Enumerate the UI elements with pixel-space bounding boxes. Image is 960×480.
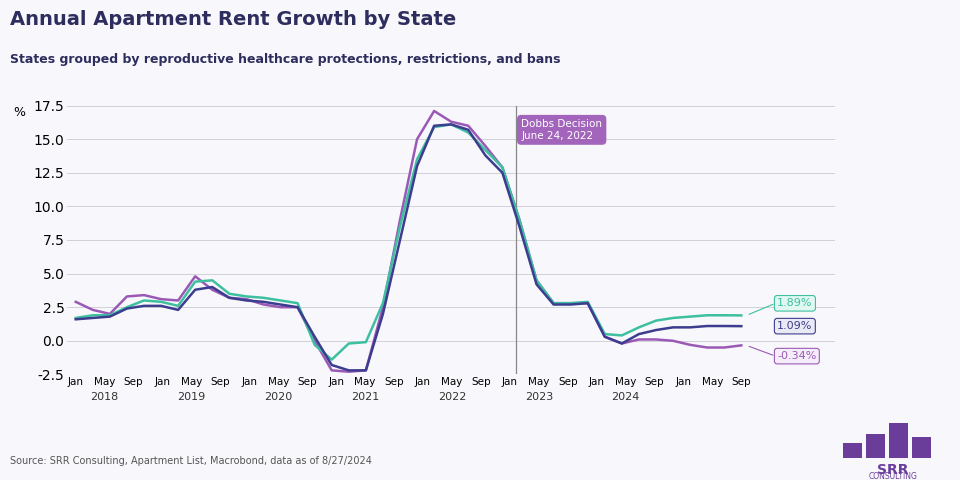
Text: 2018: 2018	[90, 392, 119, 402]
Bar	[889, 423, 908, 458]
Text: 2023: 2023	[524, 392, 553, 402]
Text: 2020: 2020	[264, 392, 293, 402]
Bar	[912, 437, 931, 458]
Text: SRR: SRR	[877, 463, 908, 477]
Text: 2021: 2021	[351, 392, 379, 402]
Text: 2024: 2024	[612, 392, 639, 402]
Text: Source: SRR Consulting, Apartment List, Macrobond, data as of 8/27/2024: Source: SRR Consulting, Apartment List, …	[10, 456, 372, 466]
Text: CONSULTING: CONSULTING	[869, 472, 917, 480]
Text: 2019: 2019	[178, 392, 205, 402]
Bar	[843, 443, 862, 458]
Text: Annual Apartment Rent Growth by State: Annual Apartment Rent Growth by State	[10, 10, 456, 29]
Text: -0.34%: -0.34%	[778, 351, 817, 361]
Text: 1.89%: 1.89%	[778, 298, 813, 308]
Text: States grouped by reproductive healthcare protections, restrictions, and bans: States grouped by reproductive healthcar…	[10, 53, 560, 66]
Text: 1.09%: 1.09%	[778, 321, 812, 331]
Text: 2022: 2022	[438, 392, 467, 402]
Text: %: %	[13, 106, 25, 119]
Bar	[866, 434, 885, 458]
Text: Dobbs Decision
June 24, 2022: Dobbs Decision June 24, 2022	[521, 119, 602, 141]
